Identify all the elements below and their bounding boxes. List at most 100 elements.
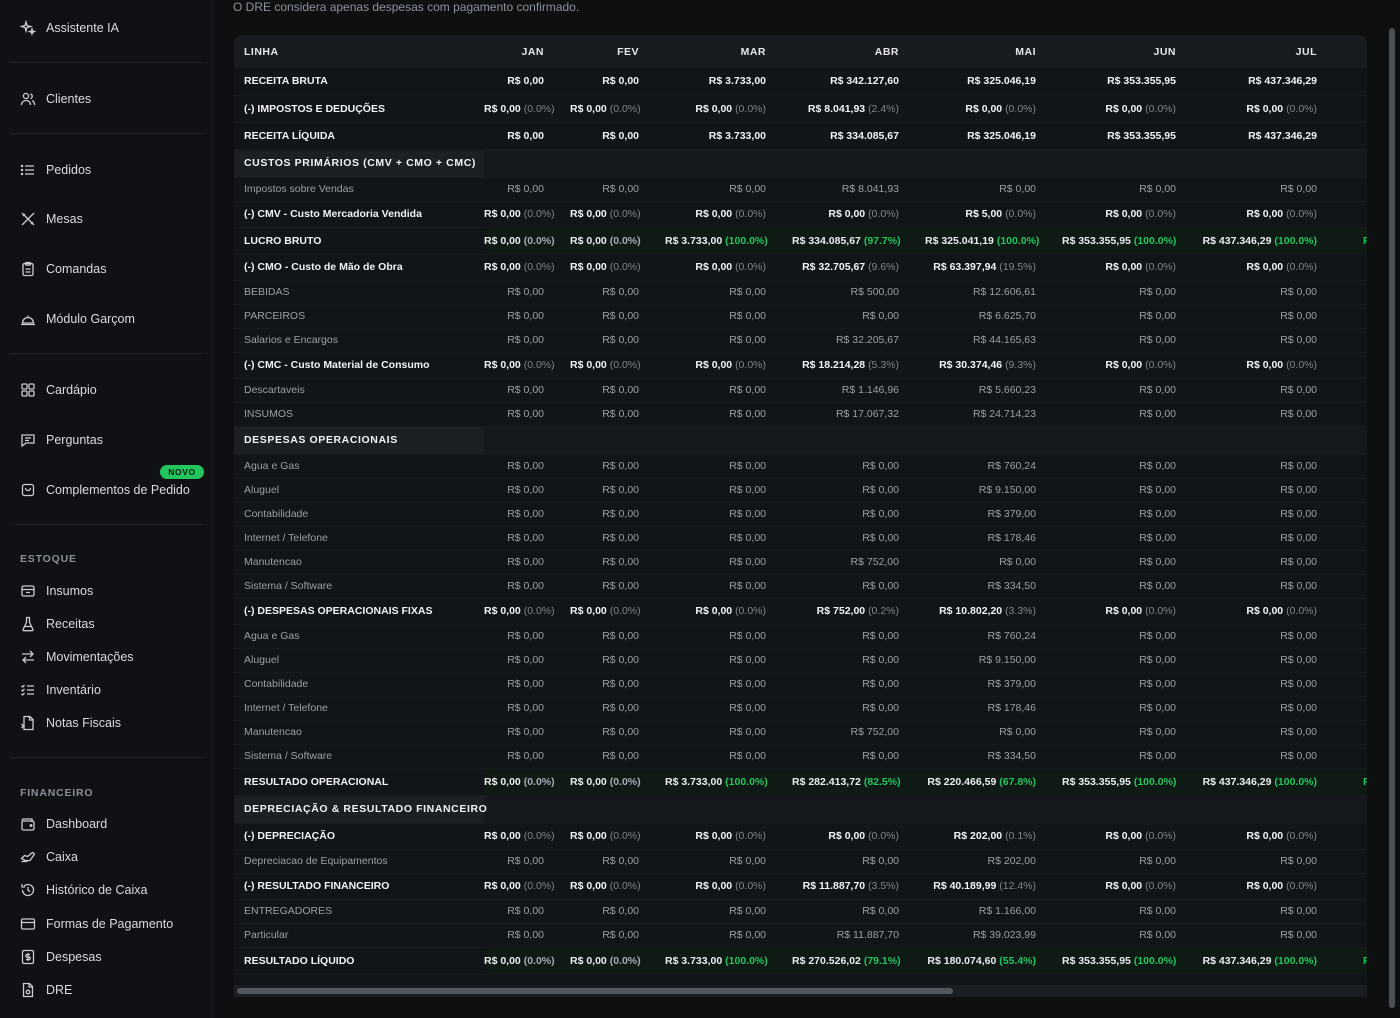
section-filler-cell: [792, 795, 925, 824]
value-cell: R$ 0,00: [570, 478, 665, 503]
cell-amount: R$ 0,00: [570, 880, 607, 892]
cell-amount: R$ 178,46: [987, 702, 1036, 714]
nav-receitas[interactable]: Receitas: [20, 611, 95, 637]
value-cell: R$ 0,00: [1062, 378, 1202, 403]
cell-amount: R$ 0,00: [602, 726, 639, 738]
table-row: Manutencao R$ 0,00 R$ 0,00 R$ 0,00 R$ 752,00…: [234, 720, 1367, 745]
nav-inventario[interactable]: Inventário: [20, 677, 101, 703]
cell-amount: R$ 0,00: [862, 460, 899, 472]
nav-comandas[interactable]: Comandas: [20, 256, 106, 282]
value-cell: R$ 325.046,19: [925, 122, 1062, 150]
value-cell: R$ 379,00: [925, 502, 1062, 527]
cell-amount: R$ 0,00: [484, 775, 521, 788]
vertical-scrollbar[interactable]: [1388, 28, 1396, 1008]
section-filler-cell: [570, 426, 665, 455]
cell-amount: R$ 437.346,29: [1202, 954, 1272, 967]
nav-dre[interactable]: DRE: [20, 977, 72, 1003]
value-cell: R$ 0,00: [792, 899, 925, 924]
value-cell: R$ 0,00: [1202, 378, 1343, 403]
overflow-cell: [1343, 502, 1367, 527]
nav-despesas[interactable]: Despesas: [20, 944, 102, 970]
value-cell: R$ 202,00 (0.1%): [925, 823, 1062, 850]
nav-notas-fiscais[interactable]: Notas Fiscais: [20, 710, 121, 736]
row-label: LUCRO BRUTO: [234, 227, 484, 255]
cell-amount: R$ 0,00: [507, 580, 544, 592]
cell-amount: R$ 0,00: [1139, 654, 1176, 666]
nav-cardapio[interactable]: Cardápio: [20, 377, 97, 403]
value-cell: R$ 0,00: [484, 378, 570, 403]
cell-amount: R$ 1.166,00: [978, 905, 1036, 917]
value-cell: R$ 752,00 (0.2%): [792, 598, 925, 625]
value-cell: R$ 0,00: [570, 648, 665, 673]
nav-formas-de-pagamento[interactable]: Formas de Pagamento: [20, 911, 173, 937]
cell-amount: R$ 32.705,67: [802, 261, 866, 273]
value-cell: R$ 0,00: [665, 454, 792, 479]
value-cell: R$ 0,00 (0.0%): [570, 947, 665, 975]
nav-caixa[interactable]: Caixa: [20, 844, 78, 870]
cell-percentage: (0.0%): [523, 775, 555, 788]
nav-complementos-de-pedido[interactable]: Complementos de Pedido: [20, 477, 190, 503]
horizontal-scrollbar-thumb[interactable]: [237, 988, 953, 994]
horizontal-scrollbar[interactable]: [234, 985, 1367, 997]
row-label: (-) DESPESAS OPERACIONAIS FIXAS: [234, 598, 484, 625]
row-label: BEBIDAS: [234, 280, 484, 305]
nav-insumos[interactable]: Insumos: [20, 578, 93, 604]
value-cell: R$ 353.355,95: [1062, 122, 1202, 150]
nav-assistente-ia[interactable]: Assistente IA: [20, 15, 119, 41]
nav-movimentacoes[interactable]: Movimentações: [20, 644, 134, 670]
table-row: Aluguel R$ 0,00 R$ 0,00 R$ 0,00 R$ 0,00 R$ 9.…: [234, 648, 1367, 673]
cell-amount: R$ 353.355,95: [1062, 954, 1131, 967]
cell-percentage: (0.0%): [523, 208, 555, 220]
value-cell: R$ 0,00 (0.0%): [484, 227, 570, 255]
table-row: Agua e Gas R$ 0,00 R$ 0,00 R$ 0,00 R$ 0,00 R$…: [234, 624, 1367, 649]
nav-clientes[interactable]: Clientes: [20, 86, 91, 112]
cell-percentage: (0.0%): [1145, 880, 1176, 892]
cell-percentage: (0.0%): [1145, 830, 1176, 842]
cell-amount: R$ 0,00: [1139, 750, 1176, 762]
cell-amount: R$ 0,00: [1280, 508, 1317, 520]
value-cell: R$ 0,00: [1062, 648, 1202, 673]
cell-amount: R$ 0,00: [570, 102, 607, 115]
table-row: ENTREGADORES R$ 0,00 R$ 0,00 R$ 0,00 R$ 0,00…: [234, 899, 1367, 924]
cell-percentage: (100.0%): [725, 775, 768, 788]
nav-dashboard[interactable]: Dashboard: [20, 811, 107, 837]
dre-table-container[interactable]: LINHA JAN FEV MAR ABR MAI JUN JUL RECEIT…: [234, 35, 1367, 997]
section-row: DESPESAS OPERACIONAIS: [234, 426, 1367, 455]
cell-amount: R$ 0,00: [507, 532, 544, 544]
row-label: Manutencao: [234, 720, 484, 745]
cell-amount: R$ 0,00: [484, 880, 521, 892]
value-cell: R$ 0,00: [665, 696, 792, 721]
overflow-cell: [1343, 744, 1367, 769]
table-row: Descartaveis R$ 0,00 R$ 0,00 R$ 0,00 R$ 1.14…: [234, 378, 1367, 403]
cell-percentage: (0.0%): [1286, 830, 1317, 842]
vertical-scrollbar-thumb[interactable]: [1389, 28, 1395, 1008]
cell-amount: R$ 0,00: [570, 775, 607, 788]
value-cell: R$ 0,00: [484, 574, 570, 599]
cell-percentage: (0.0%): [735, 261, 766, 273]
nav-mesas[interactable]: Mesas: [20, 206, 83, 232]
overflow-cell: R: [1343, 768, 1367, 796]
section-filler-cell: [925, 426, 1062, 455]
value-cell: R$ 0,00: [1062, 624, 1202, 649]
value-cell: R$ 0,00 (0.0%): [792, 201, 925, 228]
value-cell: R$ 0,00: [1062, 478, 1202, 503]
value-cell: R$ 0,00: [1062, 574, 1202, 599]
value-cell: R$ 0,00 (0.0%): [665, 823, 792, 850]
value-cell: R$ 0,00 (0.0%): [1202, 201, 1343, 228]
table-row: Depreciacao de Equipamentos R$ 0,00 R$ 0,0…: [234, 849, 1367, 874]
cell-amount: R$ 0,00: [1246, 830, 1284, 842]
cell-amount: R$ 0,00: [570, 954, 607, 967]
nav-modulo-garcom[interactable]: Módulo Garçom: [20, 306, 135, 332]
value-cell: R$ 3.733,00: [665, 122, 792, 150]
cell-percentage: (0.0%): [735, 102, 766, 115]
nav-historico-de-caixa[interactable]: Histórico de Caixa: [20, 877, 147, 903]
section-filler-cell: [1202, 795, 1343, 824]
cell-amount: R$ 0,00: [1280, 484, 1317, 496]
section-title-financeiro: FINANCEIRO: [20, 787, 94, 799]
nav-pedidos[interactable]: Pedidos: [20, 157, 91, 183]
cell-percentage: (0.0%): [735, 830, 766, 842]
section-filler-cell: [484, 149, 570, 178]
table-row: Sistema / Software R$ 0,00 R$ 0,00 R$ 0,00 R…: [234, 744, 1367, 769]
cell-amount: R$ 0,00: [602, 929, 639, 941]
nav-perguntas[interactable]: Perguntas: [20, 427, 103, 453]
